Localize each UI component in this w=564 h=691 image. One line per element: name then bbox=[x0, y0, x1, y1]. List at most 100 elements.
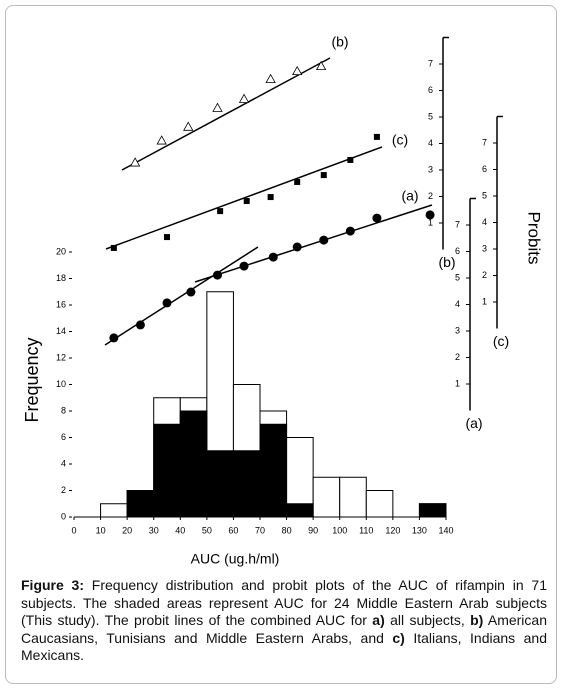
point bbox=[372, 213, 382, 223]
point bbox=[268, 252, 278, 262]
histogram-bar bbox=[259, 423, 288, 518]
point bbox=[265, 73, 276, 84]
x-tick-label: 140 bbox=[438, 525, 453, 535]
probit-tick-label: 6 bbox=[428, 85, 433, 95]
y-tick-label: 0 bbox=[61, 511, 66, 521]
probit-axis-label: (c) bbox=[493, 333, 509, 349]
caption-text: all subjects, bbox=[384, 612, 471, 628]
y-tick-label: 14 bbox=[56, 326, 66, 336]
figure-frame bbox=[5, 5, 557, 684]
x-tick-label: 60 bbox=[228, 525, 238, 535]
caption-text: Italians, Indians and Mexicans. bbox=[21, 629, 548, 664]
probit-tick-label: 3 bbox=[482, 243, 487, 253]
point bbox=[217, 208, 224, 215]
point bbox=[156, 135, 167, 145]
histogram-bar bbox=[365, 490, 394, 518]
point bbox=[292, 65, 303, 76]
point bbox=[212, 270, 222, 280]
x-tick-label: 50 bbox=[202, 525, 212, 535]
point bbox=[129, 157, 141, 167]
y-tick-label: 2 bbox=[61, 485, 66, 495]
point bbox=[239, 261, 249, 271]
point bbox=[373, 133, 380, 140]
probit-tick-label: 1 bbox=[455, 378, 460, 388]
histogram-bar bbox=[286, 503, 314, 518]
y-tick-label: 10 bbox=[56, 379, 66, 389]
series-label: (c) bbox=[392, 132, 408, 148]
caption-text: Figure 3: bbox=[21, 577, 85, 593]
histogram-bar bbox=[179, 410, 208, 518]
histogram-bar bbox=[126, 490, 155, 518]
point bbox=[267, 194, 274, 201]
point bbox=[292, 242, 302, 252]
histogram-bar bbox=[418, 503, 447, 518]
probit-tick-label: 6 bbox=[455, 246, 460, 256]
y-tick-label: 6 bbox=[61, 432, 66, 442]
caption: Figure 3: Frequency distribution and pro… bbox=[21, 577, 547, 665]
probit-tick-label: 6 bbox=[482, 164, 487, 174]
point bbox=[345, 226, 355, 236]
probit-axis-label: Probits bbox=[525, 212, 544, 265]
point bbox=[319, 235, 329, 245]
y-tick-label: 12 bbox=[56, 352, 66, 362]
y-axis-label: Frequency bbox=[22, 337, 42, 422]
probit-tick-label: 2 bbox=[482, 270, 487, 280]
probit-tick-label: 5 bbox=[455, 272, 460, 282]
probit-tick-label: 7 bbox=[482, 137, 487, 147]
caption-text: American Caucasians, Tunisians and Middl… bbox=[21, 612, 547, 646]
caption-text: Frequency distribution and probit plots … bbox=[21, 577, 547, 628]
probit-tick-label: 3 bbox=[455, 325, 460, 335]
y-tick-label: 16 bbox=[56, 299, 66, 309]
probit-tick-label: 7 bbox=[455, 219, 460, 229]
point bbox=[183, 121, 194, 131]
x-axis-label: AUC (ug.h/ml) bbox=[191, 551, 280, 567]
x-tick-label: 90 bbox=[308, 525, 318, 535]
chart: AUC (ug.h/ml) Frequency Probits 0 10 20 30 4… bbox=[22, 34, 544, 567]
point bbox=[109, 333, 119, 343]
probit-tick-label: 7 bbox=[428, 58, 433, 68]
fit-line bbox=[105, 146, 383, 250]
probit-axis-label: (a) bbox=[465, 415, 482, 431]
point bbox=[320, 172, 327, 179]
point bbox=[315, 60, 327, 71]
y-tick-label: 4 bbox=[61, 458, 66, 468]
point bbox=[135, 320, 145, 330]
histogram-bar bbox=[232, 450, 261, 518]
caption-text: b) bbox=[470, 612, 484, 628]
probit-tick-label: 3 bbox=[428, 164, 433, 174]
histogram-bar bbox=[153, 423, 181, 518]
x-tick-label: 70 bbox=[255, 525, 265, 535]
histogram-bar bbox=[312, 476, 341, 518]
y-tick-label: 18 bbox=[56, 273, 66, 283]
x-tick-label: 10 bbox=[96, 525, 106, 535]
point bbox=[425, 210, 435, 220]
histogram-bar bbox=[206, 450, 234, 518]
x-tick-label: 100 bbox=[332, 525, 347, 535]
point bbox=[212, 102, 223, 112]
probit-tick-label: 5 bbox=[482, 190, 487, 200]
fit-line bbox=[194, 204, 433, 283]
histogram-bar bbox=[100, 503, 128, 518]
point bbox=[164, 234, 170, 241]
fit-line bbox=[104, 246, 259, 346]
point bbox=[162, 298, 172, 308]
fit-line bbox=[121, 57, 331, 171]
x-tick-label: 40 bbox=[175, 525, 185, 535]
probit-tick-label: 4 bbox=[482, 217, 487, 227]
probit-axis-label: (b) bbox=[438, 254, 455, 270]
series-label: (b) bbox=[331, 34, 348, 50]
y-tick-label: 8 bbox=[61, 405, 66, 415]
point bbox=[243, 198, 250, 205]
probit-tick-label: 1 bbox=[482, 296, 487, 306]
x-tick-label: 130 bbox=[412, 525, 427, 535]
probit-tick-label: 4 bbox=[455, 299, 460, 309]
x-tick-label: 30 bbox=[149, 525, 159, 535]
x-tick-label: 110 bbox=[359, 525, 373, 535]
point bbox=[294, 178, 301, 185]
point bbox=[238, 93, 250, 103]
x-tick-label: 120 bbox=[385, 525, 400, 535]
caption-text: c) bbox=[392, 629, 405, 646]
probit-tick-label: 2 bbox=[428, 191, 433, 201]
histogram-bar bbox=[339, 476, 367, 518]
